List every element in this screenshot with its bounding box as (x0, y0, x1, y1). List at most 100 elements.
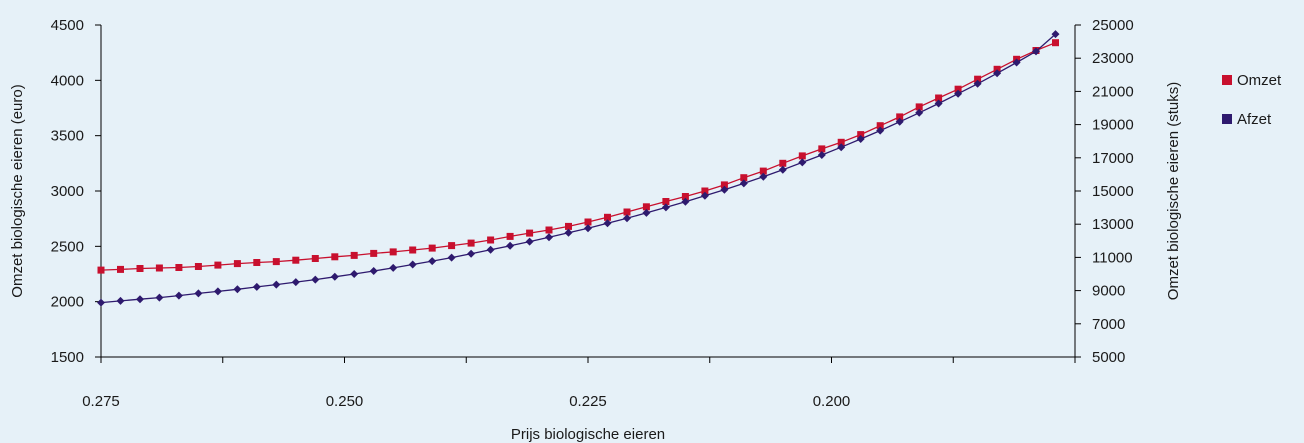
right-y-tick-label: 19000 (1092, 117, 1134, 134)
data-point (292, 256, 300, 264)
right-y-tick-label: 13000 (1092, 216, 1134, 233)
data-point (779, 159, 787, 167)
right-y-tick-label: 9000 (1092, 283, 1125, 300)
data-point (720, 185, 729, 194)
data-point (623, 214, 631, 223)
right-y-tick-label: 23000 (1092, 50, 1134, 67)
legend-label-omzet: Omzet (1237, 72, 1282, 89)
data-point (584, 218, 592, 226)
data-point (759, 167, 767, 175)
right-y-tick-label: 21000 (1092, 83, 1134, 100)
legend: Omzet Afzet (1222, 72, 1282, 128)
left-y-axis-title: Omzet biologische eieren (euro) (9, 84, 26, 297)
legend-item-omzet: Omzet (1222, 72, 1282, 89)
data-point (935, 94, 943, 102)
right-y-ticks: 5000 7000 9000 11000 13000 15000 17000 19000 210… (1075, 17, 1134, 366)
legend-label-afzet: Afzet (1237, 111, 1272, 128)
data-point (272, 280, 281, 289)
data-point (739, 179, 748, 188)
data-point (428, 257, 437, 266)
data-point (506, 241, 515, 250)
data-point (428, 244, 436, 252)
data-point (1032, 47, 1040, 56)
data-point (954, 89, 963, 98)
data-point (565, 222, 572, 230)
left-y-tick-label: 4500 (51, 17, 84, 34)
data-point (233, 260, 241, 268)
data-point (993, 69, 1002, 78)
x-tick-label: 0.200 (813, 393, 851, 410)
data-point (857, 131, 865, 139)
data-point (681, 193, 689, 200)
data-point (778, 165, 787, 174)
data-point (194, 289, 203, 298)
data-point (467, 249, 476, 258)
data-point (331, 253, 339, 261)
data-point (330, 272, 339, 281)
data-point (117, 265, 124, 273)
left-y-tick-label: 3000 (51, 183, 84, 200)
left-y-tick-label: 2500 (51, 238, 84, 255)
data-point (662, 198, 670, 205)
data-point (954, 85, 962, 93)
data-point (934, 99, 943, 108)
data-point (817, 151, 826, 159)
data-point (389, 248, 397, 256)
data-point (506, 232, 514, 240)
data-point (642, 203, 650, 211)
data-point (389, 263, 398, 272)
data-point (155, 293, 164, 302)
data-point (856, 135, 865, 143)
data-point (408, 260, 417, 269)
data-point (252, 282, 261, 291)
right-y-tick-label: 11000 (1092, 249, 1133, 266)
data-point (915, 108, 924, 117)
data-point (175, 264, 183, 271)
x-ticks: 0.275 0.250 0.225 0.200 (82, 357, 1076, 410)
data-point (798, 158, 807, 167)
data-point (837, 138, 845, 146)
data-point (233, 285, 242, 294)
data-point (97, 298, 105, 307)
data-point (136, 265, 144, 272)
data-point (700, 191, 709, 200)
data-point (447, 253, 456, 262)
legend-swatch-omzet (1222, 75, 1232, 85)
data-point (759, 172, 768, 181)
data-point (311, 255, 319, 262)
data-point (174, 291, 183, 300)
x-tick-label: 0.225 (569, 393, 607, 410)
data-point (545, 226, 553, 234)
data-point (876, 126, 885, 135)
data-point (564, 228, 573, 237)
data-point (701, 187, 709, 195)
data-point (409, 246, 417, 254)
data-point (974, 75, 982, 83)
right-y-tick-label: 7000 (1092, 316, 1125, 333)
data-point (350, 251, 358, 259)
axes (100, 25, 1076, 358)
data-point (584, 224, 592, 233)
data-point (291, 278, 300, 287)
series-line-omzet (100, 42, 1056, 271)
data-point (155, 264, 163, 272)
data-point (526, 229, 534, 237)
data-point (467, 239, 475, 247)
data-point (915, 103, 923, 111)
data-point (623, 208, 631, 216)
series-layer (97, 30, 1060, 307)
data-point (350, 270, 359, 278)
data-point (253, 259, 261, 266)
data-point (895, 117, 904, 126)
data-point (798, 152, 806, 160)
data-point (818, 145, 826, 153)
data-point (194, 263, 202, 270)
x-tick-label: 0.250 (326, 393, 364, 410)
data-point (1012, 58, 1021, 67)
data-point (604, 213, 611, 221)
right-y-tick-label: 17000 (1092, 150, 1134, 167)
data-point (370, 249, 378, 257)
data-point (603, 219, 612, 228)
data-point (545, 233, 553, 242)
data-point (740, 174, 748, 182)
